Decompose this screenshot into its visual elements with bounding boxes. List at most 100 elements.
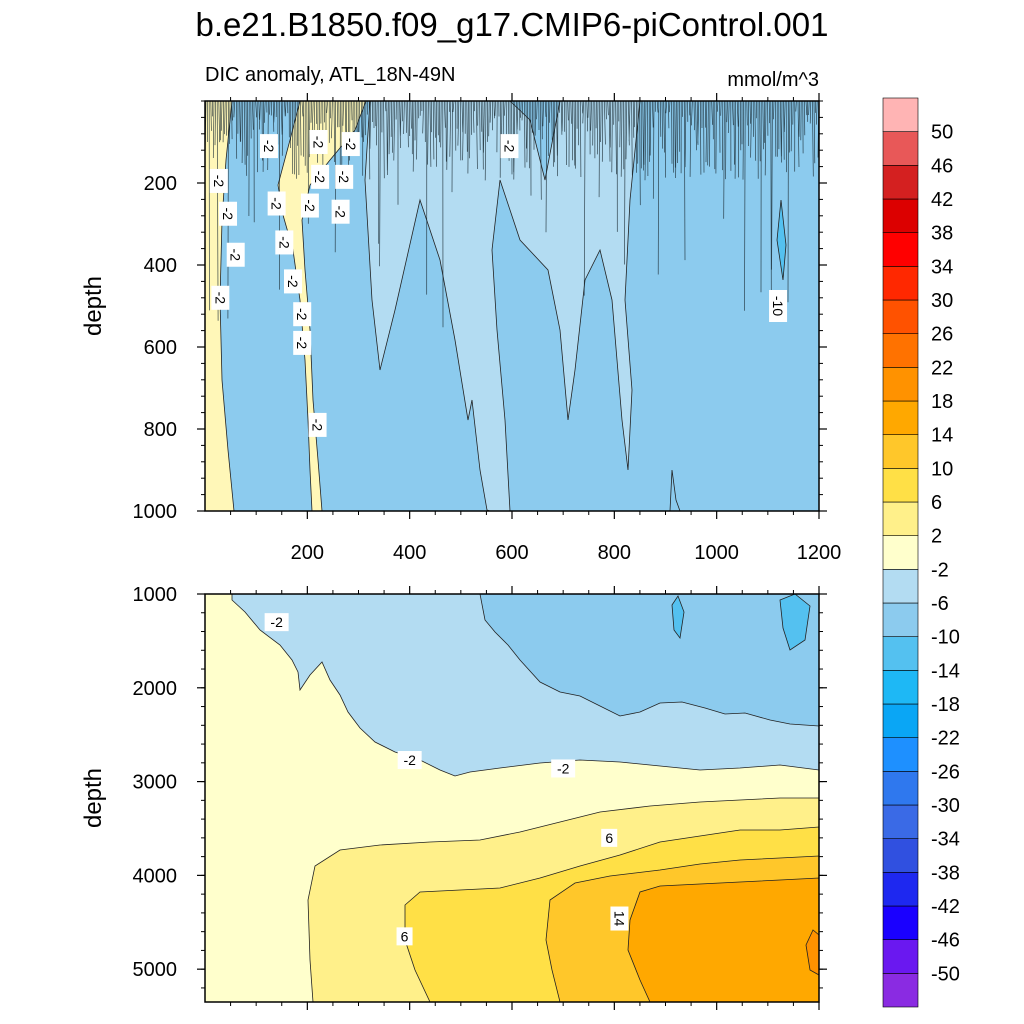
colorbar-swatch (882, 131, 919, 166)
colorbar-swatch (882, 367, 919, 402)
colorbar-label: 26 (931, 324, 953, 346)
lower-band-minus6 (479, 594, 819, 727)
contour-label-bg (309, 130, 328, 154)
contour-label-bg (211, 285, 230, 310)
colorbar-label: 2 (931, 526, 942, 548)
colorbar-label: 42 (931, 189, 953, 211)
colorbar-swatch (882, 973, 919, 1008)
contour-label-bg (610, 906, 629, 931)
contour-label-bg (308, 412, 327, 437)
contour-label-text: -2 (261, 140, 277, 153)
y-tick-label: 2000 (133, 678, 178, 700)
colorbar-swatch (882, 165, 919, 200)
contour-label: -2 (259, 134, 278, 159)
colorbar-label: 18 (931, 391, 953, 413)
contour-label-bg (284, 269, 303, 294)
y-tick-label: 1000 (133, 501, 178, 523)
contour-label-text: -2 (211, 175, 227, 188)
colorbar-label: 34 (931, 256, 953, 278)
contour-label-bg (769, 290, 788, 322)
x-tick-label: 600 (495, 542, 528, 564)
y-tick-label: 800 (144, 419, 177, 441)
colorbar-swatch (882, 703, 919, 738)
contour-label: -2 (311, 164, 330, 189)
colorbar-swatch (882, 535, 919, 570)
colorbar-swatch (882, 569, 919, 604)
contour-label-bg (275, 230, 294, 255)
upper-band-minus2 (205, 101, 641, 511)
contour-label-text: -10 (770, 296, 786, 316)
contour-label-text: 6 (401, 928, 409, 944)
colorbar-label: -22 (931, 728, 960, 750)
contour-label-bg (397, 751, 422, 770)
contour-label-text: 14 (611, 911, 627, 927)
contour-label-bg (601, 828, 618, 847)
colorbar-label: 10 (931, 458, 953, 480)
colorbar-swatch (882, 602, 919, 637)
contour-label-text: -2 (285, 275, 301, 288)
colorbar-swatch (882, 670, 919, 705)
contour-label-bg (335, 164, 354, 189)
contour-label: -2 (551, 759, 576, 778)
contour-label-bg (219, 201, 238, 226)
y-tick-label: 3000 (133, 772, 178, 794)
contour-label: -2 (226, 242, 245, 267)
contour-label: -2 (219, 201, 238, 226)
contour-label-text: -2 (311, 136, 327, 149)
colorbar-swatch (882, 400, 919, 435)
colorbar-label: -26 (931, 761, 960, 783)
colorbar-swatch (882, 468, 919, 503)
contour-label-bg (300, 193, 319, 218)
x-tick-label: 800 (598, 542, 631, 564)
x-tick-label: 200 (291, 542, 324, 564)
colorbar-label: -42 (931, 896, 960, 918)
contour-label: -2 (293, 302, 312, 327)
contour-label-text: -2 (403, 752, 416, 768)
contour-label: -2 (341, 132, 360, 157)
colorbar-swatch (882, 232, 919, 267)
colorbar-label: -14 (931, 660, 960, 682)
contour-label: 6 (396, 927, 413, 946)
contour-label-bg (331, 199, 350, 224)
contour-labels: -2 -2 -2 -2 -2 -2 -2 -2 -2 -2 -2 -2 -2 -2 -2 -2 -2 -2 -10 -… (209, 130, 788, 946)
colorbar-label: -10 (931, 627, 960, 649)
chart-subtitle: DIC anomaly, ATL_18N-49N (205, 64, 455, 86)
chart-title: b.e21.B1850.f09_g17.CMIP6-piControl.001 (196, 6, 829, 43)
contour-label-bg (311, 164, 330, 189)
contour-label-bg (226, 242, 245, 267)
colorbar-label: 22 (931, 357, 953, 379)
colorbar-label: 50 (931, 122, 953, 144)
colorbar-label: -30 (931, 795, 960, 817)
colorbar-swatch (882, 771, 919, 806)
contour-label-text: -2 (557, 760, 570, 776)
colorbar-swatch (882, 838, 919, 873)
y-tick-label: 5000 (133, 959, 178, 981)
lower-blob-a (671, 595, 685, 640)
colorbar-swatch (882, 636, 919, 671)
contour-label: -2 (267, 191, 286, 216)
contour-label: -2 (331, 199, 350, 224)
contour-label-text: -2 (212, 292, 228, 305)
contour-label-bg (396, 927, 413, 946)
contour-label-text: -2 (276, 236, 292, 249)
contour-label-text: -2 (270, 614, 283, 630)
colorbar-label: 46 (931, 155, 953, 177)
upper-ylabel: depth (80, 276, 107, 336)
contour-label: -2 (293, 330, 312, 355)
contour-label-text: -2 (294, 308, 310, 321)
contour-label: -2 (284, 269, 303, 294)
contour-label-text: -2 (333, 205, 349, 218)
colorbar-label: 38 (931, 223, 953, 245)
contour-label-bg (264, 613, 289, 632)
colorbar-swatch (882, 905, 919, 940)
contour-label-text: -2 (336, 171, 352, 184)
colorbar-label: 6 (931, 492, 942, 514)
colorbar-label: -6 (931, 593, 949, 615)
units-label: mmol/m^3 (727, 69, 819, 91)
contour-label: 6 (601, 828, 618, 847)
lower-blob-b (779, 594, 811, 651)
contour-label-bg (209, 168, 228, 193)
contour-label-text: -2 (220, 208, 236, 221)
y-tick-label: 200 (144, 173, 177, 195)
